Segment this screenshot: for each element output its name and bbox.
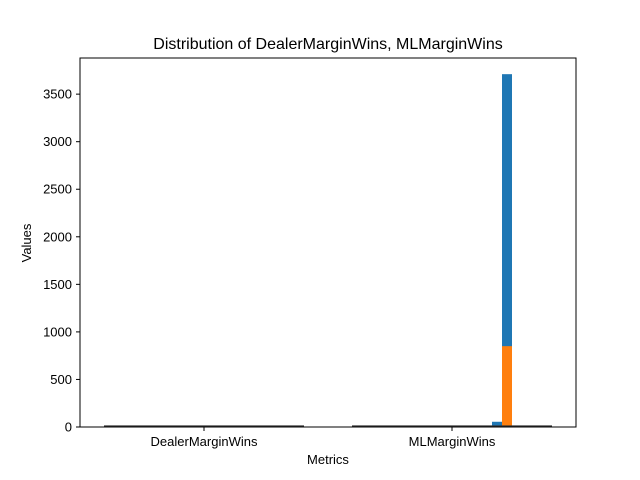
y-tick-label: 500 bbox=[50, 372, 72, 387]
bar-tall-orange bbox=[502, 346, 512, 427]
y-tick-label: 0 bbox=[65, 420, 72, 435]
bar-tall-blue bbox=[502, 74, 512, 427]
y-tick-label: 3500 bbox=[43, 87, 72, 102]
plot-area: 0 500 1000 1500 2000 2500 3000 3500 DealerMargin… bbox=[43, 57, 577, 449]
y-tick-label: 1000 bbox=[43, 324, 72, 339]
y-tick-label: 2000 bbox=[43, 229, 72, 244]
y-tick-label: 3000 bbox=[43, 134, 72, 149]
chart-title: Distribution of DealerMarginWins, MLMarg… bbox=[153, 36, 502, 53]
x-tick-label: DealerMarginWins bbox=[151, 434, 258, 449]
x-axis-label: Metrics bbox=[307, 452, 349, 467]
y-tick-label: 2500 bbox=[43, 182, 72, 197]
y-tick-label: 1500 bbox=[43, 277, 72, 292]
x-tick-label: MLMarginWins bbox=[409, 434, 496, 449]
y-axis-label: Values bbox=[19, 223, 34, 262]
axes-frame bbox=[79, 57, 577, 428]
bar-ml-series0-14 bbox=[492, 421, 502, 427]
